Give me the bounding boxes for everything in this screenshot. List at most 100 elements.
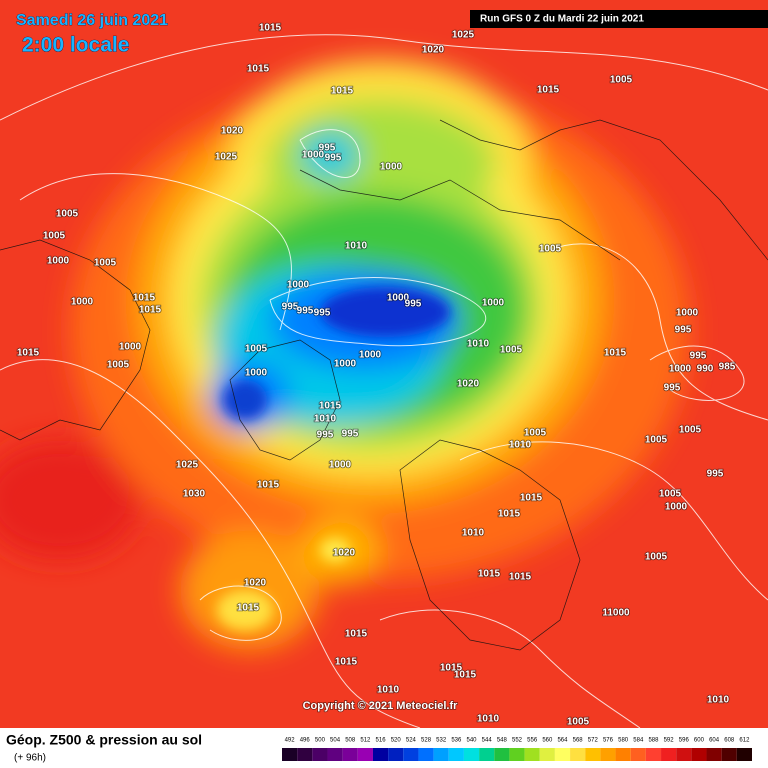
- legend-label: 544: [482, 738, 493, 744]
- isobar-label: 1000: [669, 364, 692, 375]
- isobar-label: 990: [697, 364, 714, 375]
- isobar-label: 995: [282, 302, 299, 313]
- legend-swatch: [736, 748, 752, 761]
- isobar-label: 1000: [245, 368, 268, 379]
- isobar-label: 1010: [462, 528, 485, 539]
- legend-swatch: [418, 748, 434, 761]
- isobar-label: 1015: [478, 569, 501, 580]
- isobar-label: 995: [342, 429, 359, 440]
- legend-label: 580: [618, 738, 629, 744]
- legend-label: 560: [542, 738, 553, 744]
- legend-label: 596: [679, 738, 690, 744]
- isobar-label: 1025: [215, 152, 238, 163]
- legend-swatch: [372, 748, 389, 761]
- legend-swatch: [509, 748, 525, 761]
- legend-swatch: [661, 748, 677, 761]
- isobar-label: 1010: [509, 440, 532, 451]
- legend-label: 504: [330, 738, 341, 744]
- legend-swatch: [721, 748, 737, 761]
- legend-swatch: [615, 748, 631, 761]
- legend-label: 532: [436, 738, 447, 744]
- isobar-label: 995: [319, 143, 336, 154]
- isobar-label: 1010: [345, 241, 368, 252]
- isobar-label: 1000: [329, 460, 352, 471]
- legend-label: 528: [421, 738, 432, 744]
- isobar-label: 1015: [259, 23, 282, 34]
- coastlines: [0, 119, 768, 651]
- isobar-label: 995: [664, 383, 681, 394]
- legend-swatch: [327, 748, 343, 761]
- legend-label: 576: [603, 738, 614, 744]
- isobar-label: 1000: [119, 342, 142, 353]
- legend-label: 536: [451, 738, 462, 744]
- isobar-label: 995: [707, 469, 724, 480]
- legend-label: 516: [376, 738, 387, 744]
- isobar-label: 995: [675, 325, 692, 336]
- legend-swatch: [357, 748, 373, 761]
- legend-swatch: [539, 748, 555, 761]
- isobar-label: 1015: [139, 305, 162, 316]
- isobar-label: 1005: [659, 489, 682, 500]
- isobar-label: 1020: [221, 126, 244, 137]
- isobar-label: 1015: [133, 293, 156, 304]
- legend-swatch: [342, 748, 358, 761]
- legend-label: 584: [633, 738, 644, 744]
- legend-label: 604: [709, 738, 720, 744]
- legend-label: 612: [739, 738, 750, 744]
- isobar-label: 1005: [539, 244, 562, 255]
- isobar-label: 1005: [107, 360, 130, 371]
- legend-label: 500: [315, 738, 326, 744]
- legend-label: 508: [345, 738, 356, 744]
- isobar-label: 1010: [467, 339, 490, 350]
- isobar-label: 995: [405, 299, 422, 310]
- isobar-label: 995: [314, 308, 331, 319]
- legend-swatch: [494, 748, 510, 761]
- legend-swatch: [676, 748, 692, 761]
- isobar-label: 1015: [537, 85, 560, 96]
- legend-swatch: [600, 748, 616, 761]
- isobar-label: 1015: [454, 670, 477, 681]
- isobar-label: 1005: [245, 344, 268, 355]
- isobar-label: 995: [297, 306, 314, 317]
- isobar-label: 1000: [334, 359, 357, 370]
- legend-label: 496: [300, 738, 311, 744]
- legend-swatch: [403, 748, 419, 761]
- isobar-label: 1015: [331, 86, 354, 97]
- isobar-label: 1005: [94, 258, 117, 269]
- isobar-label: 1005: [645, 435, 668, 446]
- isobar-label: 995: [690, 351, 707, 362]
- legend-swatch: [570, 748, 586, 761]
- isobar-label: 1015: [604, 348, 627, 359]
- isobar-label: 1030: [183, 489, 206, 500]
- isobar-label: 1005: [645, 552, 668, 563]
- isobar-label: 995: [325, 153, 342, 164]
- run-text: Run GFS 0 Z du Mardi 22 juin 2021: [480, 14, 644, 25]
- isobar-label: 1010: [707, 695, 730, 706]
- legend-swatch: [479, 748, 495, 761]
- isobar-label: 1020: [244, 578, 267, 589]
- isobar-label: 1010: [314, 414, 337, 425]
- legend-label: 592: [664, 738, 675, 744]
- isobar-label: 1000: [387, 293, 410, 304]
- isobar-label: 1005: [56, 209, 79, 220]
- date-text: Samedi 26 juin 2021: [16, 12, 168, 29]
- legend-label: 520: [391, 738, 402, 744]
- isobar-label: 1000: [71, 297, 94, 308]
- isobar-label: 1005: [567, 717, 590, 728]
- isobar-label: 1000: [47, 256, 70, 267]
- isobar-label: 1010: [377, 685, 400, 696]
- legend-label: 524: [406, 738, 417, 744]
- isobar-label: 1005: [610, 75, 633, 86]
- isobar-label: 1015: [237, 603, 260, 614]
- legend-swatch: [524, 748, 540, 761]
- isobar-label: 1000: [287, 280, 310, 291]
- time-text: 2:00 locale: [22, 34, 129, 57]
- legend-swatch: [645, 748, 662, 761]
- legend-label: 540: [467, 738, 478, 744]
- isobar-label: 1025: [452, 30, 475, 41]
- legend-swatch: [282, 748, 298, 761]
- legend-label: 600: [694, 738, 705, 744]
